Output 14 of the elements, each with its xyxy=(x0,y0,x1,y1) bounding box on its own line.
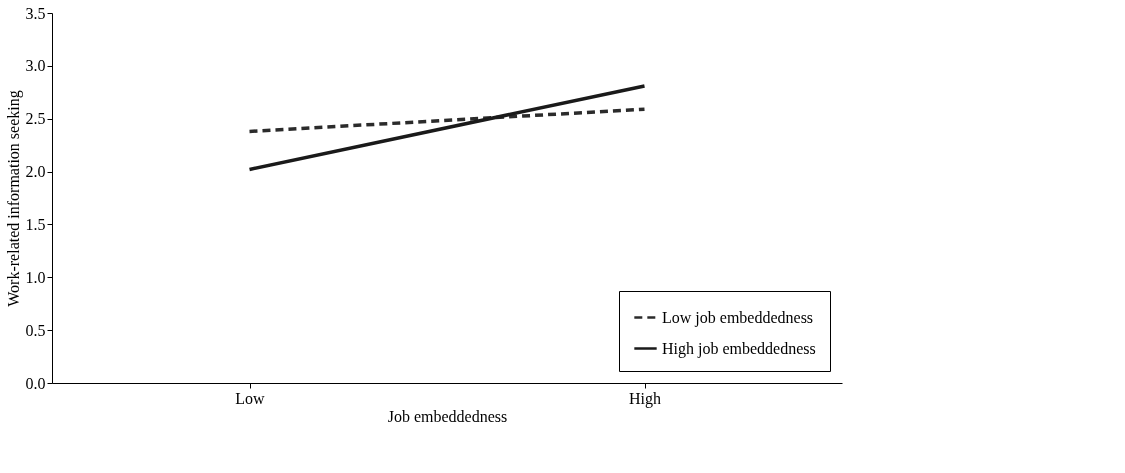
legend-label: High job embeddedness xyxy=(662,339,816,358)
y-tick-label: 2.5 xyxy=(25,110,46,128)
y-tick-label: 3.5 xyxy=(25,4,46,22)
y-tick-label: 1.5 xyxy=(25,215,46,233)
y-tick-label: 0.5 xyxy=(25,321,46,339)
y-tick-label: 1.0 xyxy=(25,268,46,286)
y-tick-label: 3.0 xyxy=(25,57,46,75)
x-tick-label: High xyxy=(629,389,661,408)
legend-label: Low job embeddedness xyxy=(662,308,814,327)
y-tick-label: 2.0 xyxy=(25,163,46,181)
y-tick-label: 0.0 xyxy=(25,374,46,392)
x-axis-title: Job embeddedness xyxy=(387,407,508,425)
x-tick-label: Low xyxy=(235,389,266,407)
y-axis-title: Work-related information seeking xyxy=(4,90,23,307)
